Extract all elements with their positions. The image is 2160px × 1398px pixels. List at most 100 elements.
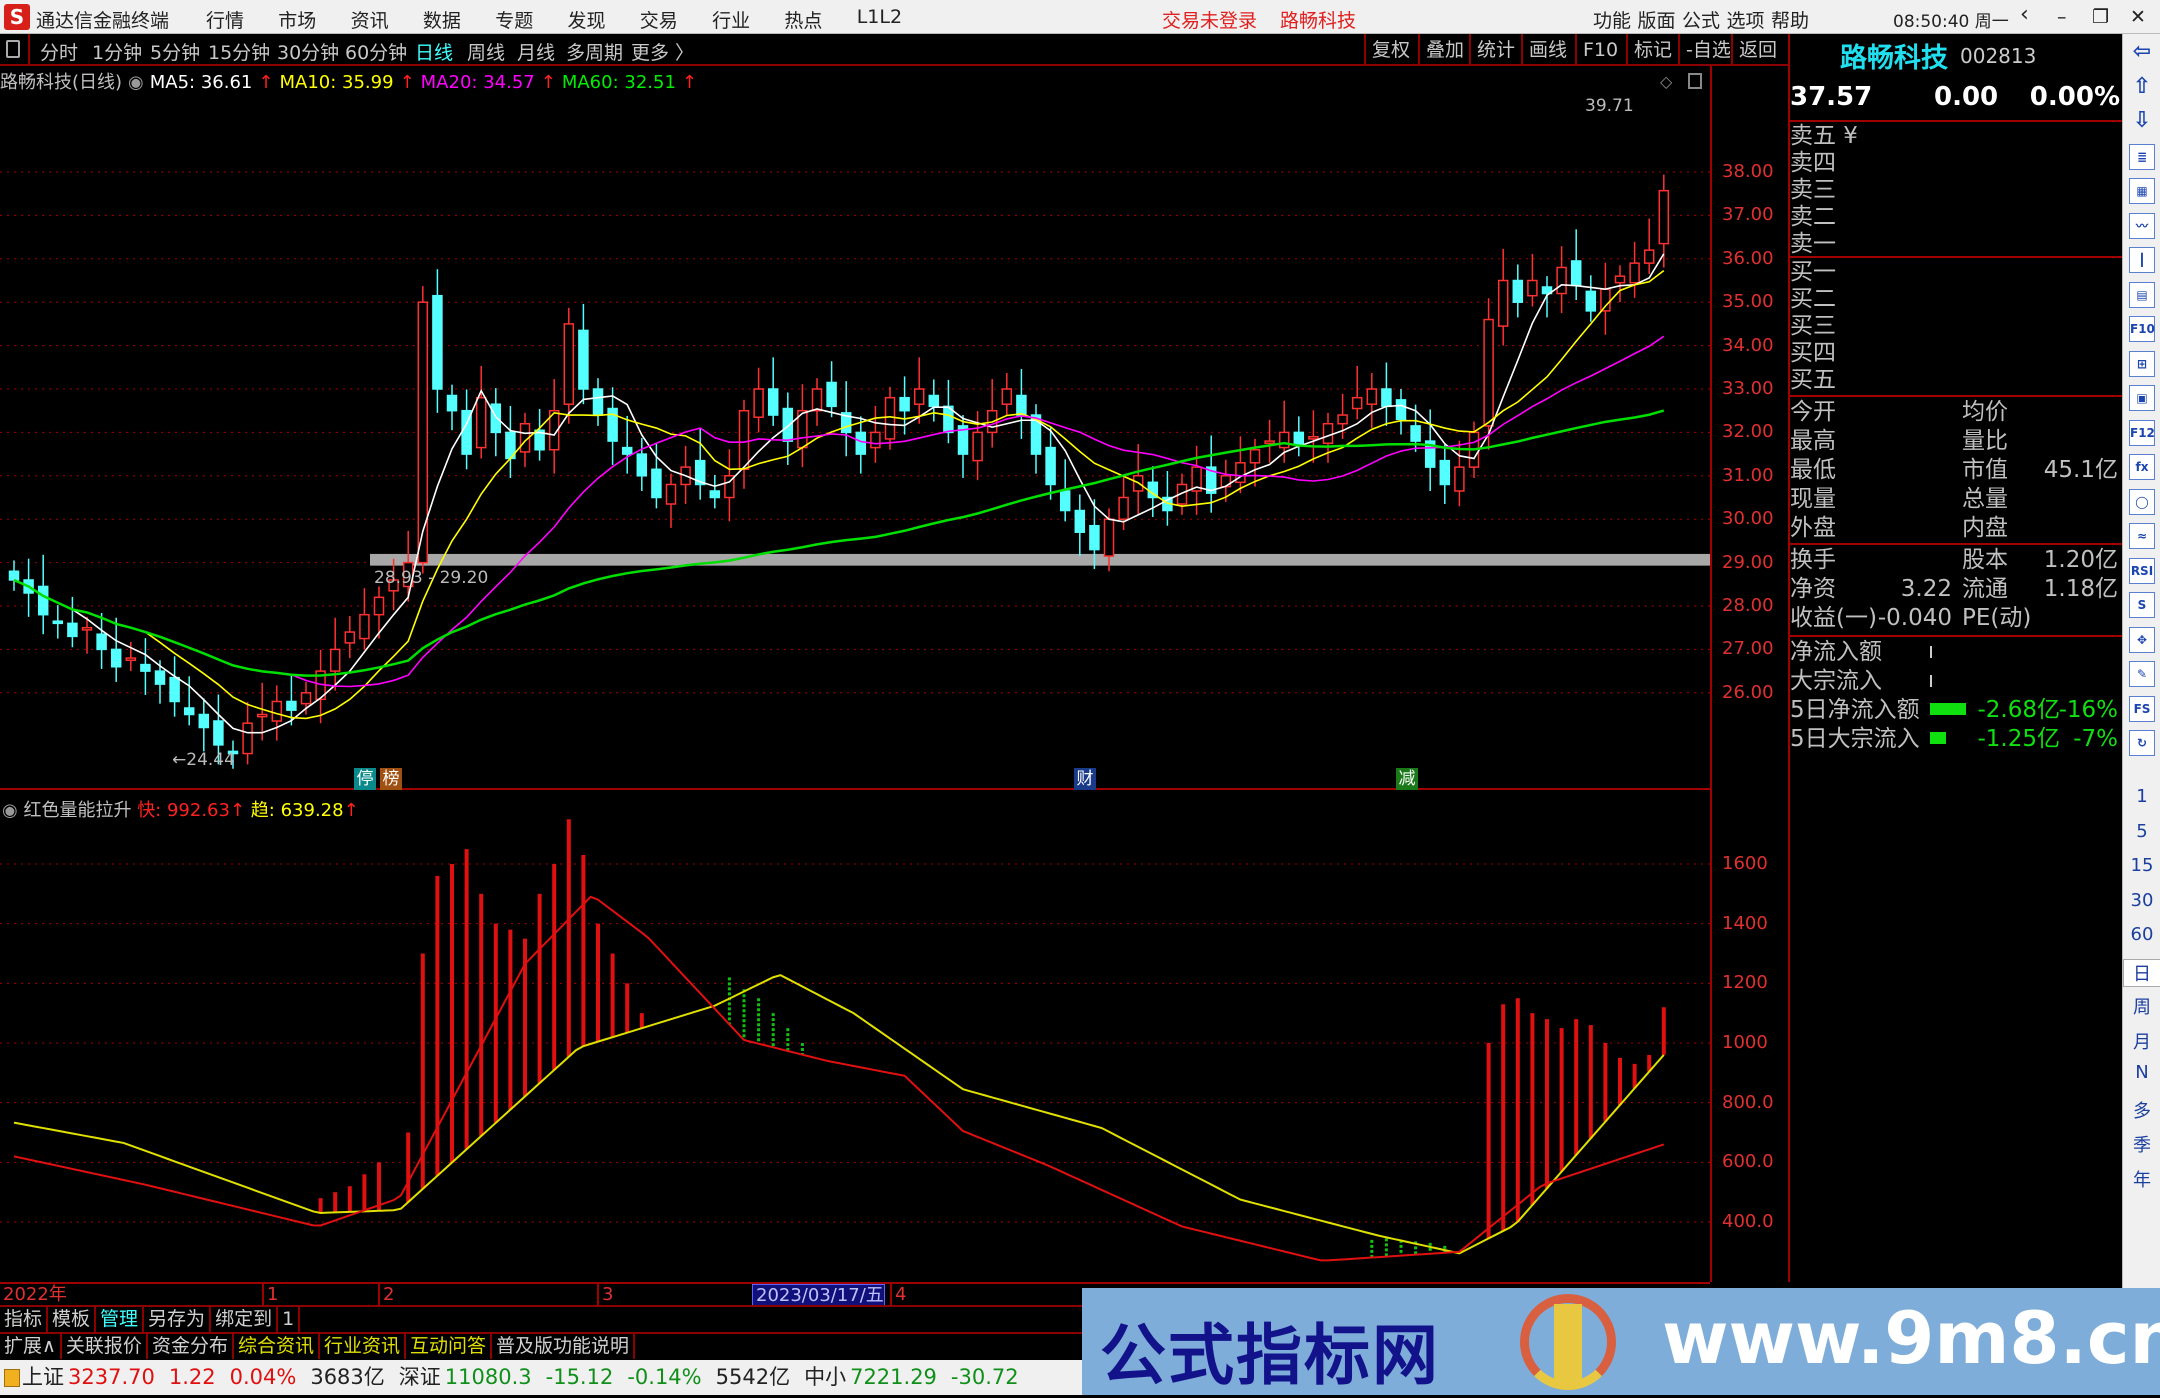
period-button-1[interactable]: 1: [2136, 786, 2148, 807]
info-tab-3[interactable]: 综合资讯: [234, 1334, 320, 1359]
S-icon[interactable]: S: [2129, 592, 2155, 618]
candles-icon[interactable]: ┃: [2129, 247, 2155, 273]
toolbar-button-0[interactable]: 复权: [1364, 34, 1416, 66]
candlestick-chart[interactable]: [0, 66, 1710, 790]
line-chart-icon[interactable]: 〰: [2129, 212, 2155, 239]
right-menu-3[interactable]: 选项: [1726, 10, 1765, 32]
toolbar-button-4[interactable]: F10: [1575, 34, 1624, 66]
close-icon[interactable]: ✕: [2130, 6, 2146, 28]
period-button-15[interactable]: 15: [2130, 855, 2154, 876]
menu-9[interactable]: L1L2: [856, 6, 903, 28]
period-button-5[interactable]: 5: [2136, 820, 2148, 842]
menu-3[interactable]: 数据: [422, 10, 461, 32]
period-button-日[interactable]: 日: [2123, 958, 2160, 987]
minimize-icon[interactable]: –: [2057, 6, 2067, 28]
up-arrow-icon[interactable]: ⇧: [2132, 73, 2152, 99]
wave-icon[interactable]: ≈: [2129, 523, 2155, 549]
period-tab-9[interactable]: 多周期: [566, 42, 624, 64]
login-status[interactable]: 交易未登录: [1162, 10, 1258, 32]
pencil-icon[interactable]: ✎: [2129, 661, 2155, 687]
F10-icon[interactable]: F10: [2129, 316, 2155, 342]
menu-6[interactable]: 交易: [639, 10, 678, 32]
toolbar-button-5[interactable]: 标记: [1626, 34, 1678, 66]
refresh-icon[interactable]: ↻: [2129, 730, 2155, 756]
period-button-N[interactable]: N: [2135, 1062, 2149, 1083]
trend-value: 趋: 639.28: [250, 800, 344, 821]
circle-icon[interactable]: ◯: [2129, 488, 2155, 515]
period-tab-8[interactable]: 月线: [517, 42, 556, 64]
FS-icon[interactable]: FS: [2129, 695, 2155, 722]
menu-1[interactable]: 市场: [278, 10, 317, 32]
period-button-季[interactable]: 季: [2133, 1135, 2151, 1156]
limit-up-marker[interactable]: 停: [354, 768, 376, 790]
info-tab-0[interactable]: 扩展∧: [0, 1334, 62, 1359]
period-button-多[interactable]: 多: [2133, 1100, 2151, 1122]
toolbar-button-7[interactable]: 返回: [1731, 34, 1783, 66]
period-tab-2[interactable]: 5分钟: [150, 42, 201, 64]
menu-0[interactable]: 行情: [206, 10, 245, 32]
indicator-chart[interactable]: [0, 790, 1710, 1282]
period-tab-3[interactable]: 15分钟: [208, 42, 271, 64]
period-tab-6[interactable]: 日线: [415, 42, 454, 64]
diamond-icon[interactable]: ◇: [1660, 72, 1673, 91]
quote-list-icon[interactable]: ≣: [2129, 143, 2155, 170]
price-tick: 30.00: [1722, 508, 1774, 530]
info-tab-6[interactable]: 普及版功能说明: [492, 1334, 636, 1359]
menu-4[interactable]: 专题: [495, 10, 534, 32]
period-tab-4[interactable]: 30分钟: [277, 42, 340, 64]
menu-5[interactable]: 发现: [567, 10, 606, 32]
indicator-tab-5[interactable]: 1: [278, 1307, 301, 1332]
right-menu-0[interactable]: 功能: [1593, 10, 1632, 32]
indicator-tab-2[interactable]: 管理: [96, 1307, 145, 1332]
restore-icon[interactable]: ❐: [2092, 6, 2110, 28]
indicator-tab-1[interactable]: 模板: [48, 1307, 97, 1332]
down-arrow-icon[interactable]: ⇩: [2132, 108, 2152, 133]
window-icon[interactable]: [1688, 73, 1702, 89]
toolbar-button-3[interactable]: 画线: [1521, 34, 1573, 66]
period-button-年[interactable]: 年: [2133, 1169, 2151, 1191]
F12-icon[interactable]: F12: [2129, 419, 2155, 446]
toolbar-button-2[interactable]: 统计: [1469, 34, 1521, 66]
back-icon[interactable]: ‹: [2020, 2, 2029, 27]
menu-7[interactable]: 行业: [712, 10, 751, 32]
reduce-marker[interactable]: 减: [1396, 768, 1418, 790]
info-tab-5[interactable]: 互动问答: [406, 1334, 492, 1359]
period-button-月[interactable]: 月: [2133, 1031, 2151, 1053]
info-tab-1[interactable]: 关联报价: [62, 1334, 148, 1359]
toolbar-button-1[interactable]: 叠加: [1418, 34, 1470, 66]
fx-icon[interactable]: fx: [2129, 454, 2155, 480]
list-marker[interactable]: 榜: [380, 768, 402, 790]
dropdown-icon[interactable]: ◉: [2, 800, 18, 821]
right-menu-1[interactable]: 版面: [1637, 10, 1676, 32]
move-icon[interactable]: ✥: [2129, 626, 2155, 653]
tree-icon[interactable]: ⊞: [2129, 350, 2155, 377]
period-button-周[interactable]: 周: [2133, 997, 2151, 1018]
indicator-tab-3[interactable]: 另存为: [144, 1307, 212, 1332]
multi-list-icon[interactable]: ▦: [2129, 178, 2155, 204]
period-tab-0[interactable]: 分时: [40, 42, 79, 64]
info-tab-4[interactable]: 行业资讯: [320, 1334, 406, 1359]
toolbar-button-6[interactable]: -自选: [1678, 34, 1737, 66]
finance-marker[interactable]: 财: [1074, 768, 1096, 790]
candle-body: [1351, 396, 1363, 410]
windows-icon[interactable]: ▤: [2129, 281, 2155, 308]
right-menu-2[interactable]: 公式: [1682, 10, 1721, 32]
indicator-tab-4[interactable]: 绑定到: [211, 1307, 279, 1332]
period-button-60[interactable]: 60: [2130, 924, 2154, 945]
menu-2[interactable]: 资讯: [350, 10, 389, 32]
indicator-tab-0[interactable]: 指标: [0, 1307, 49, 1332]
index-icon[interactable]: [4, 1369, 20, 1387]
right-menu-4[interactable]: 帮助: [1771, 10, 1810, 32]
period-button-30[interactable]: 30: [2130, 889, 2154, 911]
period-tab-10[interactable]: 更多 〉: [631, 42, 695, 64]
info-tab-2[interactable]: 资金分布: [148, 1334, 234, 1359]
period-tab-7[interactable]: 周线: [467, 42, 506, 64]
RSI-icon[interactable]: RSI: [2129, 557, 2155, 584]
dropdown-icon[interactable]: ◉: [128, 72, 144, 93]
menu-8[interactable]: 热点: [784, 10, 823, 32]
panel-toggle-icon[interactable]: [6, 40, 20, 58]
doc-icon[interactable]: ▣: [2129, 385, 2155, 411]
period-tab-1[interactable]: 1分钟: [92, 42, 143, 64]
period-tab-5[interactable]: 60分钟: [345, 42, 408, 64]
left-arrow-icon[interactable]: ⇦: [2132, 39, 2152, 64]
